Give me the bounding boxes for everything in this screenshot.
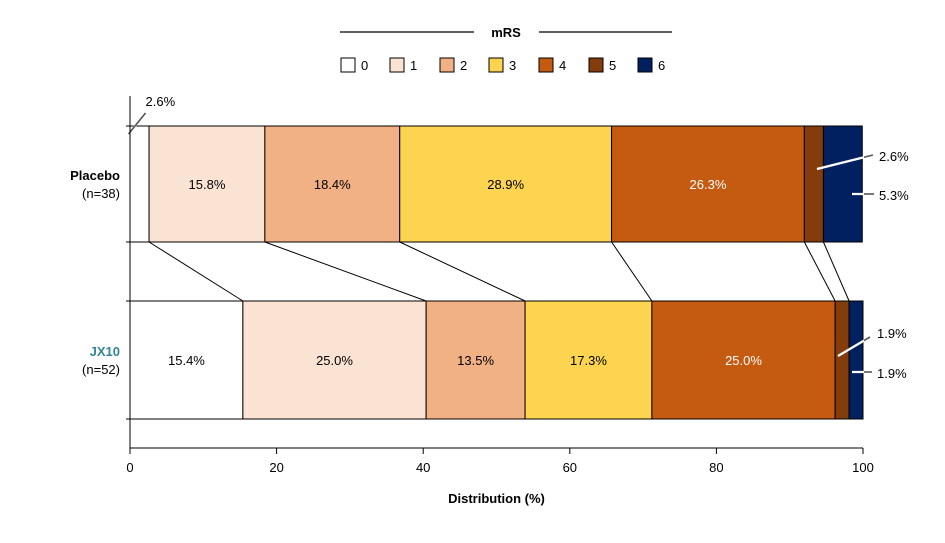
stacked-bars: 15.8% 18.4% 28.9% 26.3% 2.6% 2.6% 5.3% 15.4% 25.… bbox=[127, 94, 909, 420]
bar-segment-placebo-mrs-4 bbox=[611, 125, 805, 243]
group-n-placebo: (n=38) bbox=[82, 186, 120, 201]
bar-segment-placebo-mrs-5 bbox=[803, 125, 824, 243]
bar-segment-jx10-mrs-0 bbox=[129, 300, 244, 420]
data-label-placebo-mrs-4: 26.3% bbox=[690, 177, 727, 192]
x-tick-label-80: 80 bbox=[709, 460, 723, 475]
data-label-jx10-mrs-1: 25.0% bbox=[316, 353, 353, 368]
legend-label-4: 4 bbox=[559, 58, 566, 73]
data-label-placebo-mrs-1: 15.8% bbox=[189, 177, 226, 192]
x-tick-label-60: 60 bbox=[563, 460, 577, 475]
callout-line-placebo-mrs-5 bbox=[816, 154, 874, 170]
callout-line-outer-jx10-mrs-5 bbox=[863, 336, 871, 342]
group-n-jx10: (n=52) bbox=[82, 362, 120, 377]
legend: mRS 0 1 2 3 4 5 6 bbox=[340, 25, 672, 73]
legend-label-2: 2 bbox=[460, 58, 467, 73]
data-label-placebo-mrs-5: 2.6% bbox=[879, 149, 909, 164]
connector-line-4 bbox=[611, 241, 653, 302]
data-label-jx10-mrs-2: 13.5% bbox=[457, 353, 494, 368]
legend-swatch-6 bbox=[637, 57, 653, 73]
data-label-placebo-mrs-3: 28.9% bbox=[487, 177, 524, 192]
legend-label-6: 6 bbox=[658, 58, 665, 73]
bar-segment-placebo-mrs-0 bbox=[129, 125, 150, 243]
data-label-placebo-mrs-6: 5.3% bbox=[879, 188, 909, 203]
callout-line-placebo-mrs-0 bbox=[127, 112, 147, 135]
bar-segment-placebo-mrs-6 bbox=[822, 125, 863, 243]
legend-label-0: 0 bbox=[361, 58, 368, 73]
data-label-placebo-mrs-2: 18.4% bbox=[314, 177, 351, 192]
group-name-placebo: Placebo bbox=[70, 168, 120, 183]
legend-swatch-5 bbox=[588, 57, 604, 73]
data-label-jx10-mrs-0: 15.4% bbox=[168, 353, 205, 368]
bar-segment-jx10-mrs-1 bbox=[242, 300, 427, 420]
connector-line-2 bbox=[264, 241, 427, 302]
callout-line-outer-placebo-mrs-5 bbox=[863, 154, 874, 159]
data-label-jx10-mrs-4: 25.0% bbox=[725, 353, 762, 368]
legend-label-5: 5 bbox=[609, 58, 616, 73]
connector-line-1 bbox=[148, 241, 244, 302]
legend-swatch-0 bbox=[340, 57, 356, 73]
legend-title: mRS bbox=[491, 25, 521, 40]
data-label-jx10-mrs-3: 17.3% bbox=[570, 353, 607, 368]
legend-label-1: 1 bbox=[410, 58, 417, 73]
data-label-jx10-mrs-6: 1.9% bbox=[877, 366, 907, 381]
connector-line-5 bbox=[803, 241, 836, 302]
bar-segment-jx10-mrs-4 bbox=[651, 300, 836, 420]
legend-swatch-1 bbox=[389, 57, 405, 73]
x-tick-label-100: 100 bbox=[852, 460, 874, 475]
x-tick-label-40: 40 bbox=[416, 460, 430, 475]
bar-segment-placebo-mrs-1 bbox=[148, 125, 266, 243]
x-tick-label-0: 0 bbox=[126, 460, 133, 475]
bar-segment-placebo-mrs-3 bbox=[399, 125, 613, 243]
connector-lines bbox=[148, 241, 850, 302]
x-tick-label-20: 20 bbox=[269, 460, 283, 475]
connector-line-6 bbox=[822, 241, 850, 302]
bar-segment-jx10-mrs-6 bbox=[848, 300, 864, 420]
connector-line-3 bbox=[399, 241, 526, 302]
legend-swatch-2 bbox=[439, 57, 455, 73]
data-label-jx10-mrs-5: 1.9% bbox=[877, 326, 907, 341]
group-name-jx10: JX10 bbox=[90, 344, 120, 359]
legend-swatch-4 bbox=[538, 57, 554, 73]
legend-swatch-3 bbox=[488, 57, 504, 73]
bar-segment-placebo-mrs-2 bbox=[264, 125, 401, 243]
group-labels: Placebo (n=38) JX10 (n=52) bbox=[70, 168, 120, 377]
x-axis-title: Distribution (%) bbox=[448, 491, 545, 506]
axes: 0 20 40 60 80 100 Distribution (%) bbox=[126, 96, 874, 506]
bar-segment-jx10-mrs-2 bbox=[425, 300, 526, 420]
legend-label-3: 3 bbox=[509, 58, 516, 73]
bar-segment-jx10-mrs-5 bbox=[834, 300, 850, 420]
bar-segment-jx10-mrs-3 bbox=[524, 300, 653, 420]
data-label-placebo-mrs-0: 2.6% bbox=[146, 94, 176, 109]
